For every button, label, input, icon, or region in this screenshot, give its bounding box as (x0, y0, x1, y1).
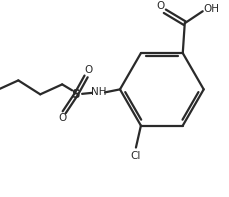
Text: S: S (71, 88, 79, 101)
Text: O: O (84, 65, 92, 75)
Text: Cl: Cl (131, 151, 141, 161)
Text: NH: NH (91, 87, 107, 97)
Text: OH: OH (204, 4, 220, 14)
Text: O: O (58, 113, 66, 123)
Text: O: O (157, 1, 165, 11)
